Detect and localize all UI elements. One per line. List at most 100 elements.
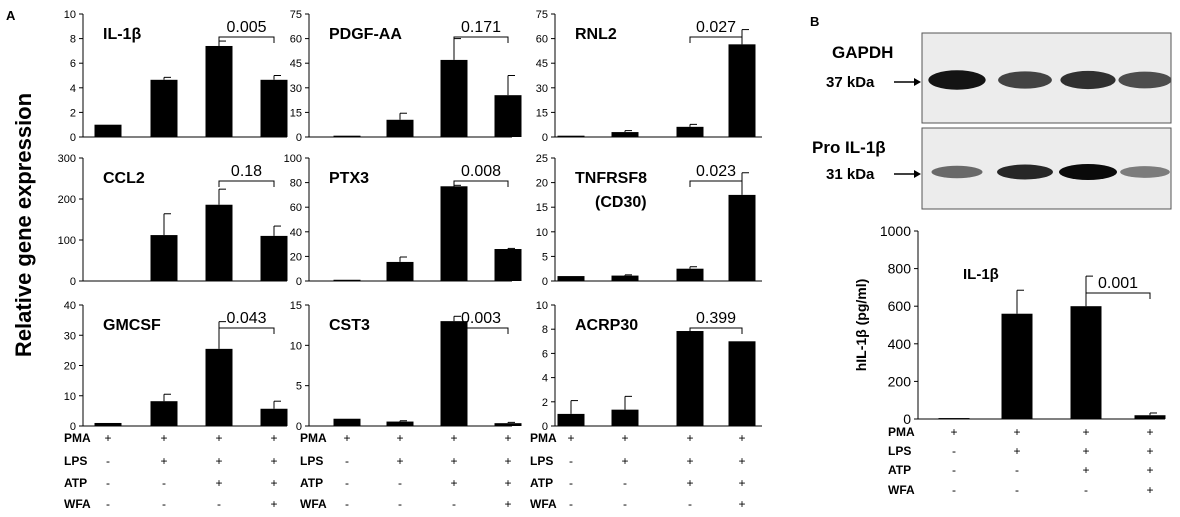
y-tick-label: 15: [536, 202, 548, 214]
y-tick-label: 30: [290, 83, 302, 95]
chart-5: 0 20 40 60 80 100 0.008 PTX3: [284, 153, 522, 288]
condition-sign: +: [738, 476, 745, 490]
charts-layer: 02468100.005IL-1β015304560750.171PDGF-AA…: [58, 9, 1166, 433]
blot-band: [1118, 71, 1172, 89]
condition-table-4: PMA + + + + LPS - + + + ATP - - + + WFA - - - +: [888, 425, 1154, 497]
shared-ylabel: Relative gene expression: [11, 93, 36, 357]
condition-label: PMA: [530, 431, 557, 445]
y-tick-label: 40: [290, 227, 302, 239]
blot-strip-1: GAPDH 37 kDa: [826, 32, 1172, 124]
y-tick-label: 20: [64, 361, 76, 373]
bar: [440, 186, 468, 281]
condition-sign: +: [686, 431, 693, 445]
condition-sign: +: [504, 431, 511, 445]
y-tick-label: 20: [290, 251, 302, 263]
bar: [728, 341, 756, 426]
condition-sign: -: [398, 497, 402, 511]
condition-sign: +: [1082, 425, 1089, 439]
condition-sign: +: [1082, 444, 1089, 458]
y-tick-label: 10: [536, 227, 548, 239]
y-tick-label: 1000: [880, 223, 911, 239]
pvalue-bracket: [453, 36, 509, 43]
pvalue-label: 0.023: [696, 163, 736, 180]
condition-sign: +: [738, 454, 745, 468]
blot-band: [997, 164, 1053, 180]
pvalue-label: 0.171: [461, 19, 501, 36]
condition-sign: +: [396, 431, 403, 445]
bar: [333, 279, 361, 281]
condition-sign: -: [952, 463, 956, 477]
bar: [386, 261, 414, 281]
y-tick-label: 6: [542, 348, 548, 360]
pvalue-bracket: [689, 36, 743, 43]
bar: [333, 418, 361, 426]
condition-sign: +: [215, 431, 222, 445]
bar: [94, 422, 122, 426]
bar: [676, 268, 704, 281]
y-tick-label: 0: [296, 132, 302, 144]
chart-2: 0 15 30 45 60 75 0.171 PDGF-AA: [290, 9, 522, 144]
condition-sign: -: [162, 497, 166, 511]
condition-sign: +: [343, 431, 350, 445]
bar: [205, 348, 233, 426]
condition-tables: PMA + + + +LPS - + + +ATP - - + +WFA - - - +PMA + + + +LPS - +…: [64, 425, 1154, 511]
y-tick-label: 8: [542, 324, 548, 336]
pvalue-label: 0.001: [1098, 275, 1138, 292]
chart-title: CCL2: [103, 170, 145, 187]
blot-band: [931, 165, 983, 179]
y-tick-label: 0: [70, 132, 76, 144]
pvalue-bracket: [689, 327, 743, 334]
condition-table-2: PMA + + + + LPS - + + + ATP - - + + WFA - - - +: [300, 431, 512, 511]
chart-8: 0 5 10 15 0.003 CST3: [290, 300, 522, 433]
chart-10: 0 200 400 600 800 1000 0.001 IL-1β hIL-1β (pg/ml…: [853, 223, 1166, 427]
condition-sign: +: [215, 454, 222, 468]
condition-sign: +: [160, 454, 167, 468]
y-tick-label: 40: [64, 300, 76, 312]
condition-label: PMA: [64, 431, 91, 445]
y-tick-label: 0: [296, 421, 302, 433]
condition-label: WFA: [888, 483, 915, 497]
condition-sign: +: [450, 454, 457, 468]
condition-label: ATP: [530, 476, 553, 490]
blot-protein-label: Pro IL-1β: [812, 138, 886, 157]
condition-sign: +: [450, 431, 457, 445]
y-tick-label: 0: [903, 411, 911, 427]
condition-sign: -: [569, 497, 573, 511]
chart-title: CST3: [329, 317, 370, 334]
blot-strip-2: Pro IL-1β 31 kDa: [812, 127, 1172, 210]
panel-a-letter: A: [6, 8, 16, 23]
blot-band: [998, 71, 1052, 89]
y-tick-label: 15: [536, 107, 548, 119]
condition-table-1: PMA + + + + LPS - + + + ATP - - + + WFA - - - +: [64, 431, 278, 511]
y-tick-label: 0: [296, 276, 302, 288]
y-tick-label: 80: [290, 178, 302, 190]
bar: [260, 408, 288, 426]
condition-sign: -: [952, 444, 956, 458]
bar: [260, 79, 288, 137]
bar: [440, 59, 468, 137]
bar: [611, 275, 639, 281]
y-tick-label: 0: [70, 421, 76, 433]
condition-sign: +: [1013, 444, 1020, 458]
condition-sign: +: [396, 454, 403, 468]
condition-label: WFA: [300, 497, 327, 511]
condition-sign: +: [686, 476, 693, 490]
pvalue-bracket: [218, 180, 275, 187]
pvalue-label: 0.008: [461, 163, 501, 180]
y-tick-label: 4: [542, 373, 548, 385]
pvalue-label: 0.005: [226, 19, 266, 36]
condition-sign: +: [270, 476, 277, 490]
blot-size-label: 37 kDa: [826, 74, 875, 91]
condition-sign: +: [104, 431, 111, 445]
y-tick-label: 400: [888, 336, 912, 352]
condition-sign: -: [569, 454, 573, 468]
pvalue-label: 0.003: [461, 310, 501, 327]
chart-9: 0 2 4 6 8 10 0.399 ACRP30: [536, 300, 762, 433]
western-blot: GAPDH 37 kDa Pro IL-1β 31 kDa: [812, 32, 1172, 210]
condition-sign: +: [567, 431, 574, 445]
y-tick-label: 25: [536, 153, 548, 165]
y-tick-label: 15: [290, 300, 302, 312]
y-tick-label: 5: [296, 381, 302, 393]
condition-sign: +: [1013, 425, 1020, 439]
condition-sign: +: [621, 431, 628, 445]
